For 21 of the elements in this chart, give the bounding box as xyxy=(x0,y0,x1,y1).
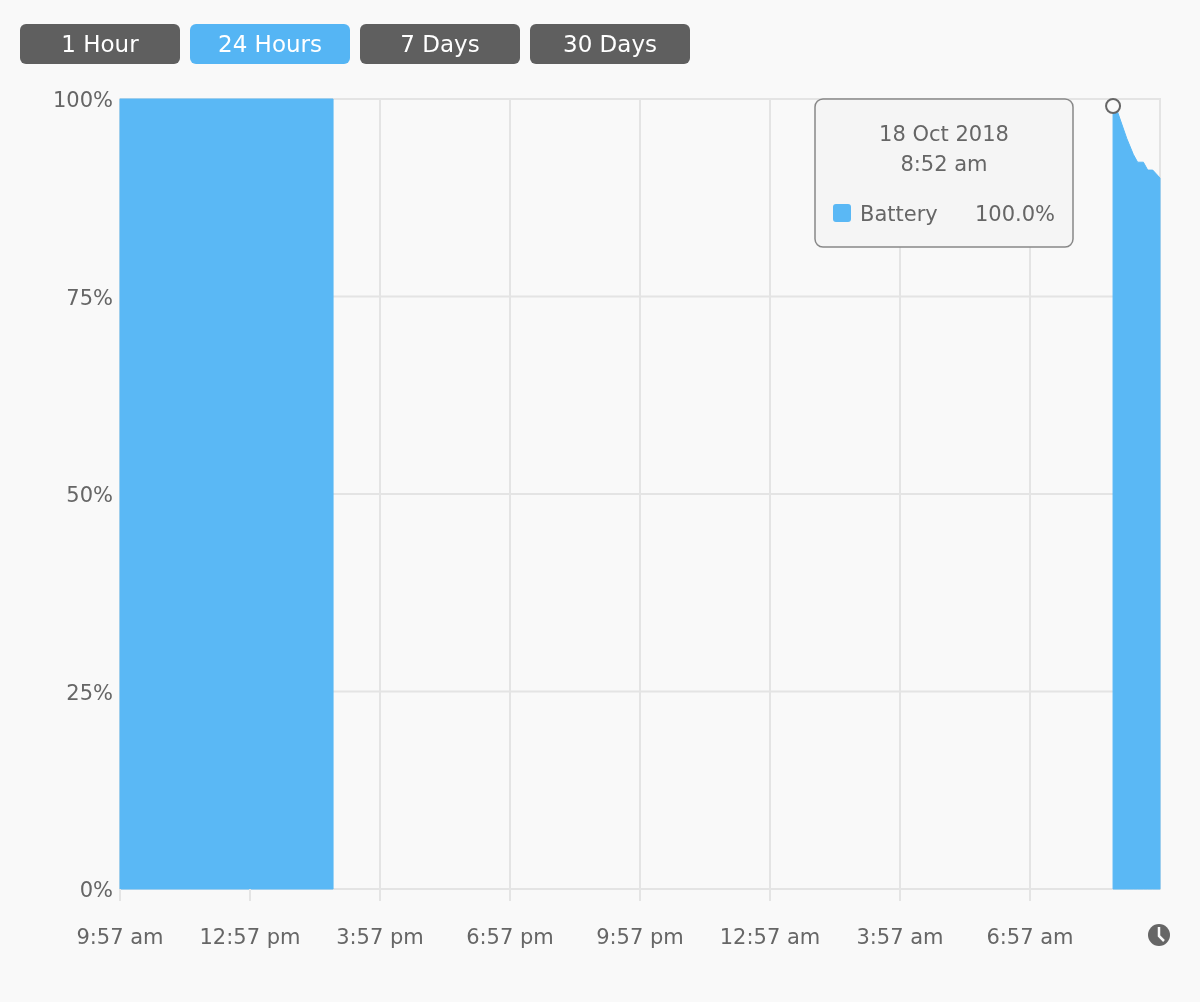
x-tick-label: 6:57 pm xyxy=(466,925,554,949)
x-tick-label: 12:57 am xyxy=(719,925,821,949)
text: 24 Hours xyxy=(218,31,322,57)
x-tick-label: 6:57 am xyxy=(986,925,1074,949)
annotation: 8:52 am xyxy=(900,152,988,176)
annotation: 18 Oct 2018 xyxy=(879,122,1009,146)
x-tick-label: 3:57 pm xyxy=(336,925,424,949)
annotation: 100.0% xyxy=(974,202,1055,226)
x-tick-label: 9:57 am xyxy=(76,925,164,949)
y-tick-label: 25% xyxy=(66,680,113,705)
x-tick-label: 12:57 pm xyxy=(199,925,301,949)
text: 30 Days xyxy=(563,31,657,57)
legend-label: Battery xyxy=(860,202,938,226)
y-tick-label: 75% xyxy=(66,285,113,310)
y-tick-label: 100% xyxy=(52,88,113,112)
x-tick-label: 9:57 pm xyxy=(596,925,684,949)
text: 7 Days xyxy=(400,31,480,57)
y-tick-label: 0% xyxy=(79,878,113,902)
text: 1 Hour xyxy=(61,31,140,57)
x-tick-label: 3:57 am xyxy=(856,925,944,949)
y-tick-label: 50% xyxy=(66,483,113,507)
